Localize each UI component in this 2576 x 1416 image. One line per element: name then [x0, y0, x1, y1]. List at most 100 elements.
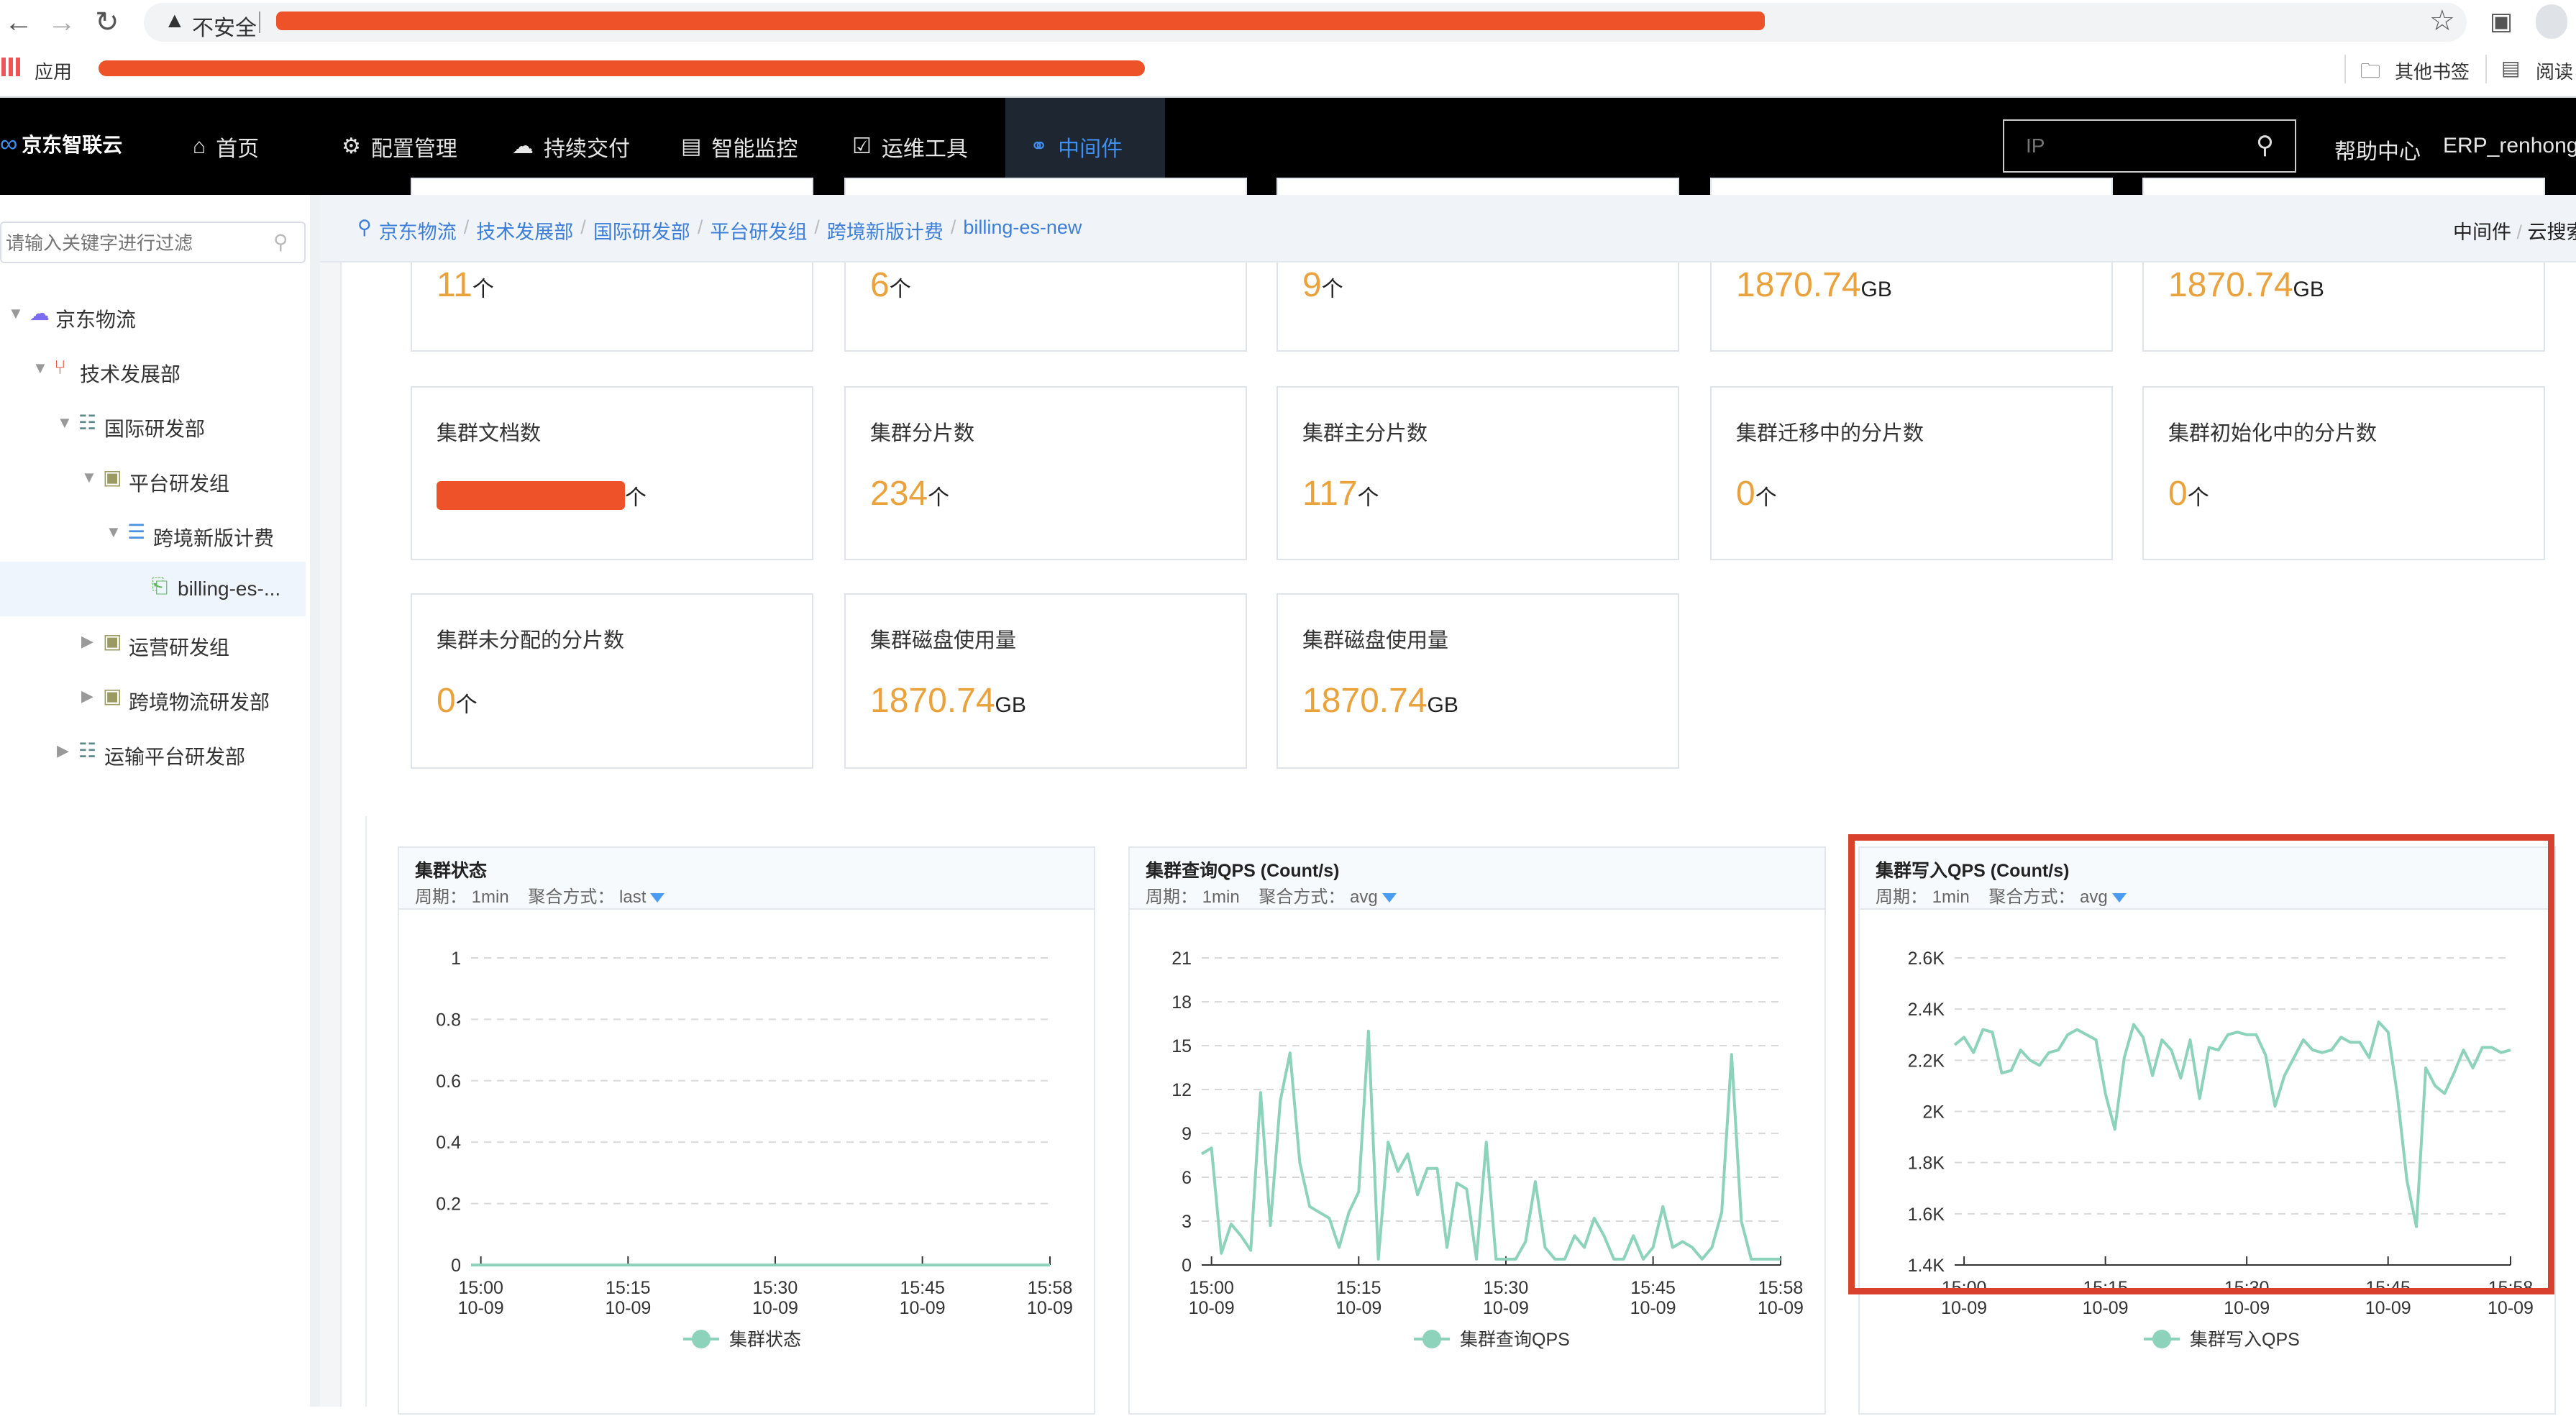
tree-item[interactable]: ▼ ⑂ 技术发展部: [0, 343, 306, 398]
logo[interactable]: ∞ 京东智联云: [0, 129, 123, 157]
apps-grid-icon[interactable]: [1, 58, 20, 76]
dropdown-caret-icon: [2111, 893, 2127, 903]
x-tick-label: 10-09: [1335, 1298, 1381, 1318]
x-tick-label: 10-09: [752, 1298, 798, 1318]
breadcrumb-item[interactable]: 平台研发组: [710, 221, 808, 243]
aggregation-dropdown[interactable]: avg: [2080, 887, 2127, 907]
caret-down-icon[interactable]: ▼: [57, 414, 73, 431]
stat-value: 11个: [437, 266, 494, 304]
cube-icon: ▣: [103, 630, 122, 652]
tree-item[interactable]: ⎗ billing-es-...: [0, 562, 306, 616]
back-icon[interactable]: ←: [4, 6, 33, 38]
user-menu[interactable]: ERP_renhong..: [2443, 134, 2576, 157]
tree-item[interactable]: ▼ ☰ 跨境新版计费: [0, 507, 306, 562]
aggregation-dropdown[interactable]: avg: [1350, 887, 1397, 907]
breadcrumb-item[interactable]: billing-es-new: [963, 216, 1082, 238]
stat-unit: 个: [1755, 486, 1777, 510]
stat-unit: 个: [1357, 486, 1379, 510]
reload-icon[interactable]: ↻: [95, 6, 119, 38]
stat-unit: GB: [1860, 278, 1892, 301]
tree-item[interactable]: ▼ ☷ 国际研发部: [0, 398, 306, 452]
reading-list[interactable]: 阅读: [2536, 61, 2574, 83]
tree-item-label: 跨境物流研发部: [129, 691, 270, 713]
tree-item-label: billing-es-...: [178, 577, 281, 600]
x-tick-label: 10-09: [605, 1298, 651, 1318]
chart-panel: 集群查询QPS (Count/s) 周期： 1min 聚合方式： avg 0 3 6 9…: [1128, 846, 1826, 1415]
y-tick-label: 1.8K: [1908, 1154, 1945, 1174]
stat-unit: 个: [625, 486, 647, 510]
caret-down-icon[interactable]: ▼: [81, 468, 97, 486]
breadcrumb-item[interactable]: 国际研发部: [593, 221, 690, 243]
reading-list-icon: ▤: [2501, 57, 2521, 79]
stat-value: 个: [437, 474, 647, 513]
tree-item[interactable]: ▶ ☷ 运输平台研发部: [0, 726, 306, 780]
tree-item[interactable]: ▶ ▣ 跨境物流研发部: [0, 671, 306, 726]
line-chart: 03691215182115:0010-0915:1510-0915:3010-…: [1171, 949, 1804, 1350]
stat-card: 集群主分片数 117个: [1276, 386, 1679, 560]
tree-item[interactable]: ▼ ▣ 平台研发组: [0, 452, 306, 507]
caret-down-icon[interactable]: ▼: [32, 359, 48, 377]
stat-value: 117个: [1302, 475, 1379, 513]
x-tick-label: 10-09: [2224, 1298, 2270, 1318]
aggregation-dropdown[interactable]: last: [619, 887, 665, 907]
stat-value: 1870.74GB: [2168, 266, 2324, 304]
profile-avatar[interactable]: [2536, 4, 2567, 39]
forward-icon[interactable]: →: [47, 6, 76, 38]
caret-down-icon[interactable]: ▼: [8, 304, 24, 322]
other-bookmarks[interactable]: 其他书签: [2395, 61, 2470, 83]
tree-filter-input[interactable]: [6, 230, 265, 256]
breadcrumb-item[interactable]: 跨境新版计费: [826, 221, 944, 243]
tree-item-label: 技术发展部: [80, 363, 181, 385]
stat-value: 0个: [2168, 475, 2209, 513]
y-tick-label: 12: [1171, 1080, 1192, 1100]
tree-item-label: 京东物流: [55, 309, 137, 331]
legend-label: 集群写入QPS: [2190, 1330, 2300, 1350]
y-tick-label: 3: [1182, 1212, 1192, 1232]
stat-value: 1870.74GB: [1736, 266, 1892, 304]
nav-delivery[interactable]: ☁ 持续交付: [512, 134, 630, 161]
stat-value: 0个: [437, 682, 478, 720]
y-tick-label: 18: [1171, 992, 1192, 1013]
edit-box-icon: ☑: [852, 134, 872, 158]
stat-card: 集群文档数 个: [411, 386, 813, 560]
ip-search-input[interactable]: [2026, 131, 2242, 161]
bookmark-apps[interactable]: 应用: [35, 61, 73, 83]
x-tick-label: 10-09: [458, 1298, 504, 1318]
nav-config[interactable]: ⚙ 配置管理: [342, 134, 457, 161]
chart-title: 集群状态: [415, 861, 488, 881]
ip-search-box[interactable]: ⚲: [2003, 119, 2296, 173]
cube-icon: ▣: [103, 466, 122, 488]
tree-filter[interactable]: ⚲: [0, 221, 306, 263]
tree-item[interactable]: ▶ ▣ 运营研发组: [0, 616, 306, 671]
tree-item-label: 跨境新版计费: [153, 527, 275, 549]
address-bar[interactable]: ▲ 不安全: [144, 3, 2467, 42]
security-label: 不安全: [192, 17, 257, 40]
search-icon: ⚲: [273, 231, 288, 253]
stat-title: 集群迁移中的分片数: [1736, 422, 1924, 445]
content-gutter: [320, 262, 342, 1407]
stat-card: 集群磁盘使用量 1870.74GB: [1276, 593, 1679, 769]
y-tick-label: 0: [1182, 1256, 1192, 1276]
stat-value: 9个: [1302, 266, 1343, 304]
star-icon[interactable]: ☆: [2429, 5, 2455, 37]
y-tick-label: 2.6K: [1908, 949, 1945, 969]
caret-down-icon[interactable]: ▼: [106, 523, 122, 541]
stat-unit: 个: [472, 278, 494, 301]
caret-right-icon[interactable]: ▶: [81, 632, 93, 650]
dropdown-caret-icon: [650, 893, 665, 903]
search-icon[interactable]: ⚲: [2256, 132, 2274, 159]
x-tick-label: 10-09: [1941, 1298, 1987, 1318]
breadcrumb-item[interactable]: 技术发展部: [476, 221, 574, 243]
nav-home[interactable]: ⌂ 首页: [193, 134, 260, 161]
caret-right-icon[interactable]: ▶: [81, 687, 93, 705]
breadcrumb-item[interactable]: 京东物流: [378, 221, 457, 243]
nav-monitor[interactable]: ▤ 智能监控: [681, 134, 798, 161]
chart-panel: 集群状态 周期： 1min 聚合方式： last 0 0.2 0.4 0.6 0.8 1 15…: [398, 846, 1095, 1415]
help-center-link[interactable]: 帮助中心: [2334, 140, 2421, 164]
location-icon: ⚲: [357, 216, 372, 238]
caret-right-icon[interactable]: ▶: [57, 741, 69, 759]
stat-title: 集群未分配的分片数: [437, 629, 625, 652]
tree-item[interactable]: ▼ ☁ 京东物流: [0, 288, 306, 343]
nav-ops-tools[interactable]: ☑ 运维工具: [852, 134, 968, 161]
extensions-icon[interactable]: ▣: [2490, 8, 2513, 35]
